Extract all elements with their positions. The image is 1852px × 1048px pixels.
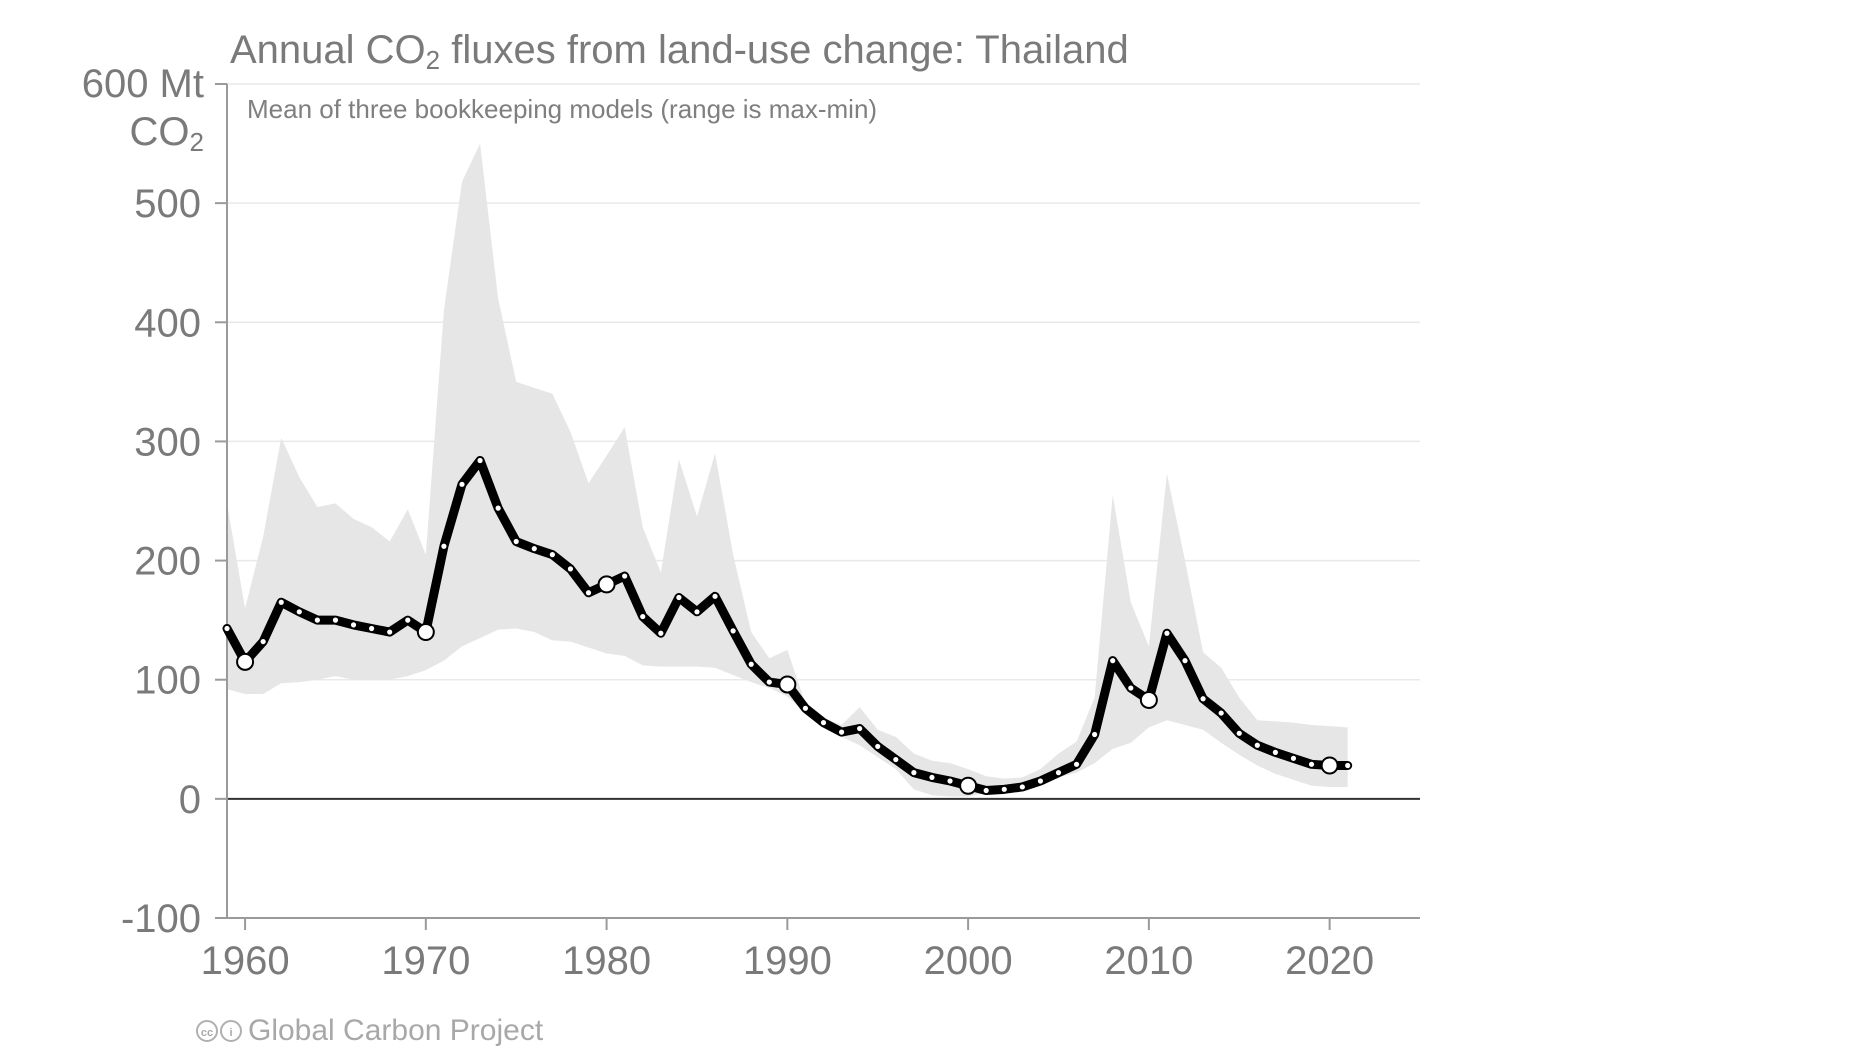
year-marker <box>1037 778 1044 784</box>
decade-marker <box>1320 756 1339 775</box>
year-marker <box>350 622 357 628</box>
x-tick-label: 1970 <box>381 939 470 983</box>
cc-icon: cc <box>196 1020 218 1042</box>
year-marker <box>857 725 863 732</box>
x-tick-label: 2020 <box>1285 939 1374 983</box>
y-tick-label: 100 <box>134 659 201 703</box>
year-marker <box>1182 658 1188 664</box>
year-marker <box>1001 786 1007 792</box>
credit-text: Global Carbon Project <box>248 1014 544 1047</box>
chart-title: Annual CO2 fluxes from land-use change: … <box>230 28 1129 75</box>
y-tick-label: 300 <box>134 420 201 464</box>
decade-marker <box>597 575 616 594</box>
year-marker <box>224 625 230 632</box>
year-marker <box>1345 762 1351 769</box>
x-tick-label: 2010 <box>1104 939 1193 983</box>
year-marker <box>1254 742 1260 748</box>
year-marker <box>278 599 284 605</box>
year-marker <box>549 552 555 558</box>
credit: cc i Global Carbon Project <box>196 1014 543 1048</box>
decade-marker <box>959 776 978 795</box>
year-marker <box>585 590 592 596</box>
license-icons: cc i <box>196 1020 242 1042</box>
year-marker <box>369 625 375 632</box>
year-marker <box>1164 630 1170 636</box>
decade-marker <box>236 652 255 671</box>
y-tick-label: 400 <box>134 301 201 345</box>
year-marker <box>1055 770 1062 776</box>
year-marker <box>459 481 465 487</box>
decade-marker <box>1139 690 1158 709</box>
year-marker <box>676 594 682 601</box>
year-marker <box>1272 749 1278 755</box>
year-marker <box>658 630 664 636</box>
range-band <box>227 143 1348 797</box>
year-marker <box>332 617 339 623</box>
year-marker <box>260 638 266 645</box>
year-marker <box>1200 696 1206 702</box>
year-marker <box>712 593 718 599</box>
y-tick-label: 0 <box>179 778 201 822</box>
y-axis-unit: 600 Mt CO2 <box>82 60 204 166</box>
year-marker <box>766 679 772 685</box>
x-tick-label: 2000 <box>924 939 1013 983</box>
year-marker <box>296 609 302 615</box>
y-tick-label: 200 <box>134 540 201 584</box>
year-marker <box>477 457 483 464</box>
year-marker <box>1110 658 1116 664</box>
year-marker <box>1236 730 1242 736</box>
year-marker <box>1290 755 1297 761</box>
year-marker <box>929 774 935 781</box>
decade-marker <box>778 675 797 694</box>
year-marker <box>1092 731 1098 738</box>
year-marker <box>820 720 827 726</box>
decade-marker <box>416 623 435 642</box>
year-marker <box>730 628 736 634</box>
year-marker <box>1128 685 1134 691</box>
by-icon: i <box>220 1020 242 1042</box>
y-tick-label: 500 <box>134 182 201 226</box>
year-marker <box>441 543 447 549</box>
year-marker <box>911 770 917 776</box>
chart-subtitle: Mean of three bookkeeping models (range … <box>247 94 878 124</box>
year-marker <box>387 629 393 635</box>
year-marker <box>314 617 320 623</box>
year-marker <box>1218 710 1224 716</box>
y-unit-top: 600 Mt <box>81 62 204 106</box>
year-marker <box>947 778 953 784</box>
year-marker <box>802 705 809 711</box>
year-marker <box>694 609 700 615</box>
year-marker <box>875 743 881 750</box>
x-tick-label: 1960 <box>201 939 290 983</box>
year-marker <box>893 756 899 763</box>
year-marker <box>748 661 754 667</box>
year-marker <box>622 573 628 579</box>
year-marker <box>640 613 646 620</box>
year-marker <box>531 546 537 552</box>
year-marker <box>1308 761 1315 767</box>
year-marker <box>405 617 411 623</box>
year-marker <box>838 729 845 735</box>
year-marker <box>1019 784 1025 790</box>
year-marker <box>495 505 501 511</box>
year-marker <box>1073 761 1080 767</box>
x-tick-label: 1980 <box>562 939 651 983</box>
x-tick-label: 1990 <box>743 939 832 983</box>
year-marker <box>567 566 574 572</box>
year-marker <box>513 538 519 545</box>
y-unit-bottom: CO2 <box>129 110 204 157</box>
year-marker <box>983 787 989 794</box>
y-tick-label: -100 <box>121 897 201 941</box>
